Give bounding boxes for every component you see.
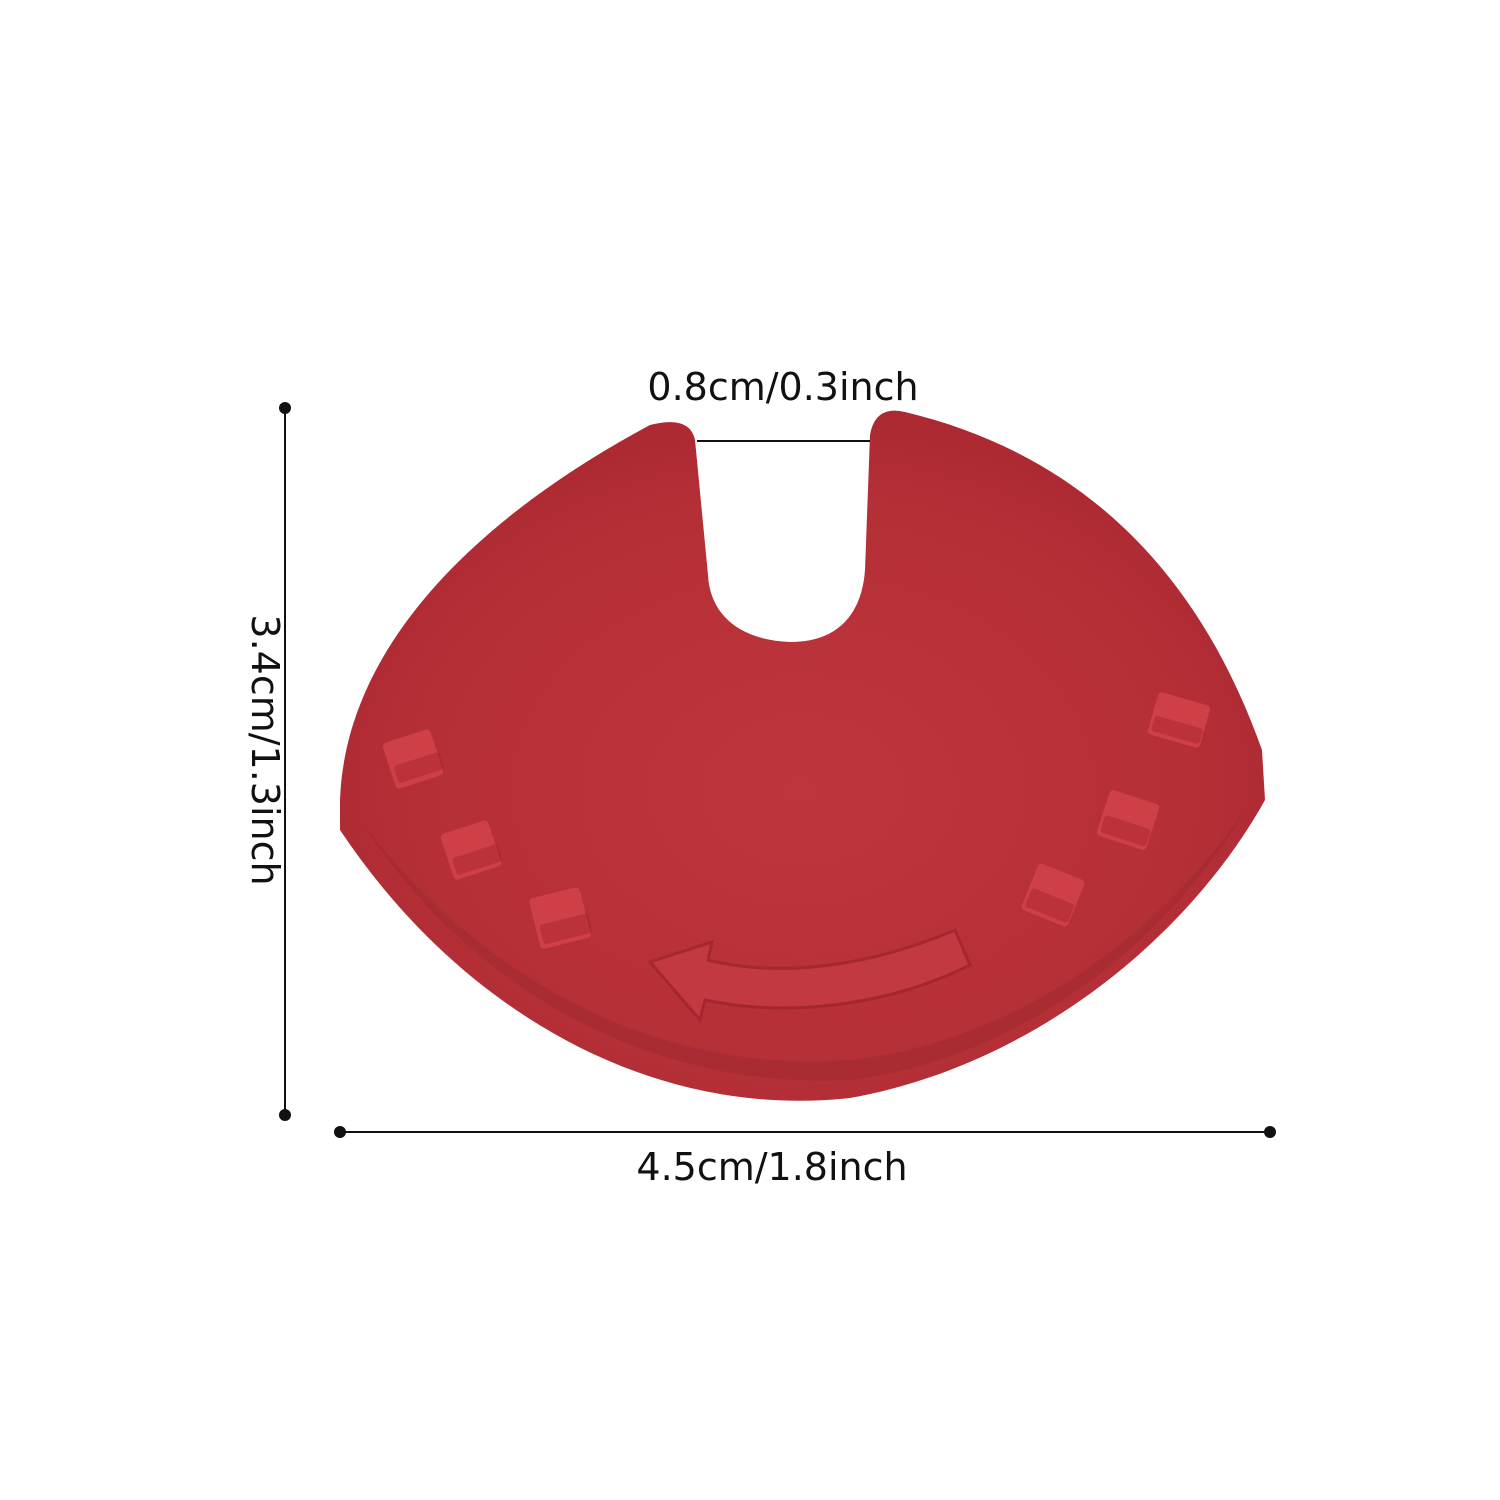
red-cover-part: [340, 410, 1265, 1101]
nub-left-2: [440, 820, 503, 880]
width-label: 4.5cm/1.8inch: [636, 1145, 907, 1189]
width-right-dot: [1264, 1126, 1276, 1138]
nub-left-3: [529, 887, 592, 949]
slot-width-label: 0.8cm/0.3inch: [647, 365, 918, 409]
height-dimension: 3.4cm/1.3inch: [243, 402, 291, 1121]
width-left-dot: [334, 1126, 346, 1138]
height-label: 3.4cm/1.3inch: [243, 614, 287, 885]
nub-right-3: [1021, 863, 1085, 927]
height-top-dot: [279, 402, 291, 414]
part-shading: [360, 810, 1245, 1081]
curved-arrow-icon: [647, 928, 972, 1024]
height-bottom-dot: [279, 1109, 291, 1121]
nub-right-1: [1147, 692, 1211, 748]
nub-right-2: [1096, 790, 1160, 850]
nub-left-1: [382, 729, 444, 789]
width-dimension: 4.5cm/1.8inch: [334, 1126, 1276, 1189]
slot-width-dimension: 0.8cm/0.3inch: [647, 365, 919, 442]
